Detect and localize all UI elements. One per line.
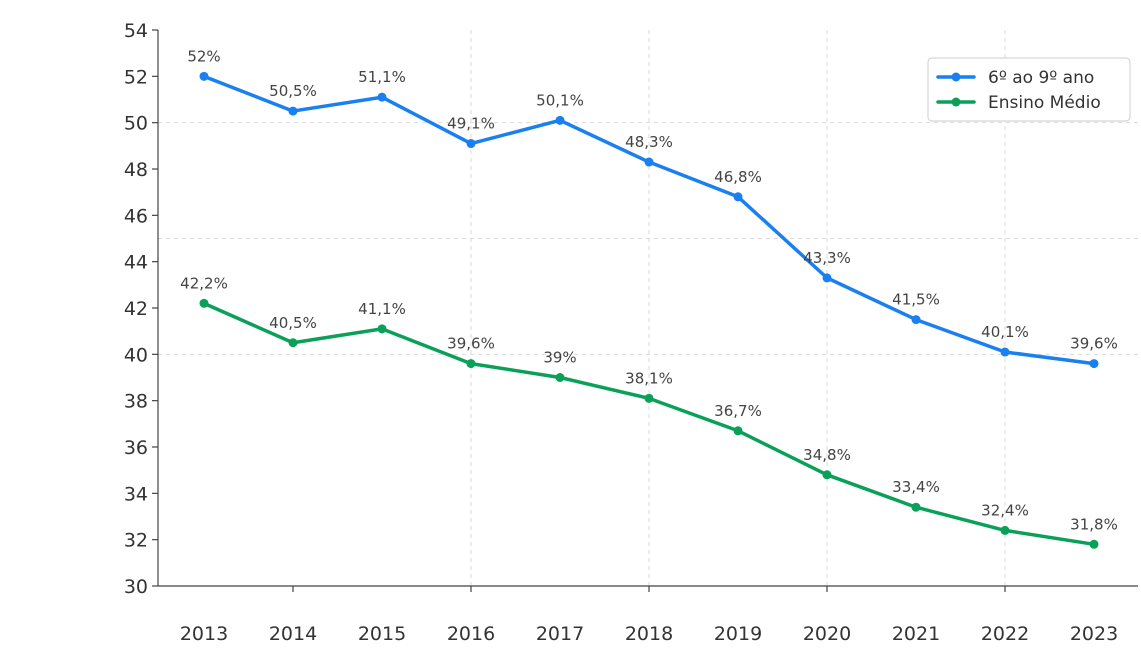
legend-swatch-marker [951,97,961,107]
y-tick-label: 38 [124,391,148,413]
y-tick-label: 48 [124,159,148,181]
data-labels: 52% 50,5% 51,1% 49,1% 50,1% 48,3% 46,8% 43,3% 41… [180,47,1118,533]
data-point [911,502,921,512]
data-point [644,157,654,167]
data-point [555,115,565,125]
data-point [199,71,209,81]
y-tick-label: 50 [124,113,148,135]
data-point [822,470,832,480]
data-point [1000,347,1010,357]
x-tick-label: 2023 [1070,623,1118,645]
data-label: 31,8% [1070,515,1118,533]
data-label: 49,1% [447,115,495,133]
legend-swatch-marker [951,72,961,82]
data-label: 40,1% [981,323,1029,341]
data-label: 34,8% [803,446,851,464]
x-tick-label: 2020 [803,623,851,645]
y-tick-label: 32 [124,530,148,552]
legend-label: Ensino Médio [988,93,1101,113]
data-label: 41,5% [892,291,940,309]
y-tick-label: 54 [124,20,148,42]
data-label: 32,4% [981,501,1029,519]
data-label: 38,1% [625,369,673,387]
x-tick-label: 2013 [180,623,228,645]
data-label: 48,3% [625,133,673,151]
data-label: 39,6% [1070,335,1118,353]
data-point [377,92,387,102]
data-label: 33,4% [892,478,940,496]
legend-label: 6º ao 9º ano [988,68,1094,88]
data-point [1089,359,1099,369]
y-tick-label: 42 [124,298,148,320]
y-tick-label: 34 [124,483,148,505]
data-label: 40,5% [269,314,317,332]
data-point [733,192,743,202]
x-tick-label: 2021 [892,623,940,645]
legend-box [927,57,1131,122]
data-label: 41,1% [358,300,406,318]
data-label: 50,5% [269,82,317,100]
x-tick-label: 2017 [536,623,584,645]
y-tick-label: 36 [124,437,148,459]
data-label: 46,8% [714,168,762,186]
data-label: 36,7% [714,402,762,420]
data-label: 39,6% [447,335,495,353]
axes: 2013 2014 2015 2016 2017 2018 2019 2020 2021 2022… [124,20,1138,645]
x-tick-label: 2015 [358,623,406,645]
data-point [199,298,209,308]
data-point [288,338,298,348]
data-point [466,359,476,369]
data-point [1089,539,1099,549]
y-tick-label: 52 [124,66,148,88]
data-point [1000,525,1010,535]
y-tick-label: 40 [124,344,148,366]
data-point [733,426,743,436]
grid-lines [158,30,1138,586]
x-tick-label: 2022 [981,623,1029,645]
data-point [466,139,476,149]
data-label: 52% [187,47,220,65]
x-tick-label: 2014 [269,623,317,645]
data-point [288,106,298,116]
x-tick-label: 2019 [714,623,762,645]
legend: 6º ao 9º ano Ensino Médio [927,57,1131,122]
series-layer [199,71,1099,549]
data-point [822,273,832,283]
data-label: 43,3% [803,249,851,267]
data-point [644,393,654,403]
y-tick-label: 44 [124,252,148,274]
data-label: 42,2% [180,274,228,292]
y-tick-label: 30 [124,576,148,598]
x-tick-label: 2016 [447,623,495,645]
x-tick-label: 2018 [625,623,673,645]
y-tick-label: 46 [124,205,148,227]
data-label: 51,1% [358,68,406,86]
data-point [911,315,921,325]
data-point [377,324,387,334]
data-label: 50,1% [536,91,584,109]
data-label: 39% [543,349,576,367]
data-point [555,373,565,382]
